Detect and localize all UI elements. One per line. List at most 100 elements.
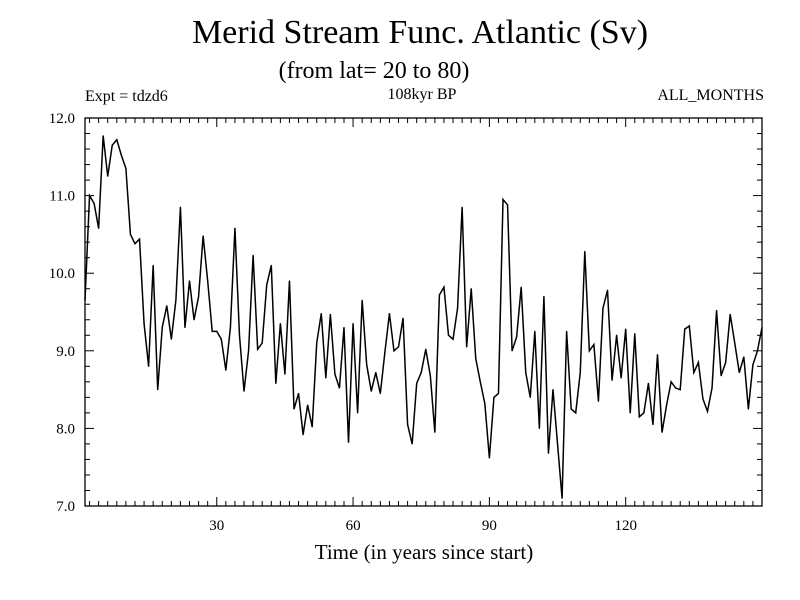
data-point	[388, 312, 391, 315]
data-point	[275, 382, 277, 384]
data-point	[634, 333, 636, 335]
axis-tick-labels: 7.0 8.0 9.0 10.0 11.0 12.0 30 60 90 120	[49, 111, 637, 534]
data-point	[697, 361, 699, 364]
data-point	[197, 295, 200, 298]
y-tick-label: 7.0	[56, 499, 75, 515]
data-point	[261, 342, 263, 344]
data-point	[643, 412, 645, 414]
data-point	[293, 408, 295, 410]
data-point	[484, 402, 486, 405]
data-point	[625, 328, 627, 330]
x-tick-label: 30	[209, 518, 224, 534]
data-point	[420, 371, 422, 374]
data-point	[711, 387, 713, 389]
data-point	[120, 154, 122, 156]
data-point	[479, 381, 481, 383]
data-point	[316, 342, 318, 344]
x-axis-label: Time (in years since start)	[314, 540, 534, 564]
data-point	[216, 330, 218, 332]
data-point	[270, 264, 272, 267]
data-point	[684, 328, 686, 330]
data-point	[597, 400, 600, 402]
data-point	[307, 404, 309, 406]
data-point	[602, 307, 604, 309]
data-point	[547, 452, 550, 454]
data-point	[416, 382, 418, 384]
data-point	[175, 299, 177, 301]
data-point	[347, 441, 350, 443]
data-point	[193, 319, 195, 321]
x-tick-label: 90	[482, 518, 497, 534]
data-point	[647, 382, 650, 384]
data-point	[670, 381, 672, 383]
data-point	[502, 198, 504, 201]
data-point	[629, 412, 631, 414]
data-point	[538, 427, 540, 429]
data-point	[352, 323, 354, 325]
data-point	[102, 135, 104, 137]
data-point	[302, 434, 304, 436]
data-point	[738, 371, 740, 374]
data-point	[88, 195, 91, 197]
data-point	[166, 305, 168, 307]
data-point	[288, 280, 291, 282]
data-point	[297, 392, 300, 395]
data-point	[566, 330, 568, 332]
data-point	[702, 398, 704, 400]
data-point	[556, 443, 559, 445]
data-point	[434, 431, 436, 433]
y-tick-label: 12.0	[49, 111, 75, 127]
data-point	[466, 346, 468, 348]
data-point	[384, 351, 386, 353]
data-point	[161, 326, 163, 329]
data-point	[675, 387, 677, 389]
data-point	[134, 243, 136, 245]
data-point	[756, 350, 759, 352]
data-point	[111, 144, 113, 146]
data-point	[729, 313, 731, 315]
data-point	[343, 326, 345, 329]
data-point	[570, 408, 572, 410]
data-point	[461, 206, 463, 208]
data-point	[334, 373, 336, 375]
axis-ticks	[85, 117, 763, 507]
data-point	[438, 294, 441, 296]
data-point	[257, 348, 259, 350]
data-point	[511, 350, 513, 352]
data-point	[184, 326, 186, 329]
data-point	[638, 416, 640, 418]
y-tick-label: 11.0	[49, 189, 75, 205]
series-line	[84, 135, 763, 499]
data-point	[752, 364, 754, 366]
data-point	[116, 139, 118, 141]
data-point	[125, 167, 127, 170]
data-point	[406, 423, 409, 426]
x-tick-label: 60	[346, 518, 361, 534]
data-point	[520, 286, 522, 288]
experiment-label: Expt = tdzd6	[85, 88, 168, 105]
data-point	[370, 390, 372, 392]
data-point	[579, 371, 581, 374]
data-point	[152, 264, 154, 267]
data-point	[747, 408, 749, 410]
data-point	[107, 175, 109, 177]
data-point	[534, 330, 536, 332]
plot-frame	[84, 117, 763, 507]
data-point	[734, 342, 736, 344]
data-point	[447, 334, 450, 336]
data-point	[284, 373, 286, 375]
data-point	[652, 423, 654, 426]
data-point	[211, 330, 213, 332]
months-label: ALL_MONTHS	[657, 87, 764, 104]
data-point	[525, 371, 527, 374]
data-point	[575, 412, 577, 414]
data-point	[84, 299, 86, 301]
data-point	[688, 325, 690, 327]
data-point	[616, 334, 618, 336]
data-point	[188, 280, 191, 282]
data-point	[497, 392, 500, 395]
data-points	[84, 135, 763, 499]
data-point	[402, 317, 404, 319]
data-point	[475, 357, 477, 360]
data-point	[493, 396, 495, 398]
